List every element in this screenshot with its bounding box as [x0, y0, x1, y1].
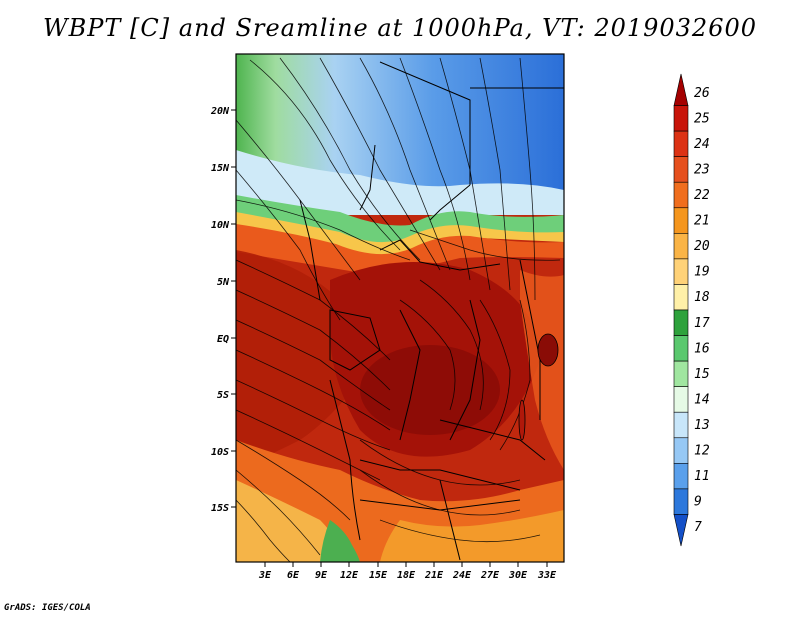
colorbar-label: 26 — [694, 86, 710, 101]
colorbar-swatch — [673, 284, 689, 311]
map-frame — [235, 53, 565, 563]
lon-label: 21E — [424, 570, 444, 581]
colorbar-swatch — [673, 335, 689, 362]
colorbar-label: 25 — [694, 111, 710, 126]
dark-core-center — [360, 345, 500, 435]
colorbar-swatch — [673, 105, 689, 132]
cool-field-light — [236, 150, 564, 215]
lake — [537, 333, 559, 367]
colorbar-label: 13 — [694, 418, 710, 433]
map-panel — [236, 54, 564, 562]
colorbar-label: 21 — [694, 214, 710, 229]
colorbar-label: 22 — [694, 188, 710, 203]
colorbar-swatch — [673, 73, 689, 106]
longitude-axis: 3E 6E 9E 12E 15E 18E 21E 24E 27E 30E 33E — [258, 562, 557, 581]
lake — [518, 399, 526, 441]
colorbar-label: 15 — [694, 367, 710, 382]
colorbar-swatch — [673, 207, 689, 234]
colorbar-label: 12 — [694, 444, 710, 459]
colorbar-swatch — [673, 360, 689, 387]
lon-label: 15E — [369, 570, 388, 581]
colorbar-swatch — [673, 437, 689, 464]
colorbar-label: 17 — [694, 316, 710, 331]
lon-label: 3E — [258, 570, 272, 581]
colorbar-label: 18 — [694, 290, 710, 305]
lat-label: 15S — [211, 503, 229, 514]
colorbar-swatch — [673, 156, 689, 183]
lat-label: 10S — [211, 447, 229, 458]
lon-label: 33E — [537, 570, 557, 581]
lon-label: 6E — [287, 570, 300, 581]
country-borders — [299, 61, 564, 561]
credit-label: GrADS: IGES/COLA — [4, 603, 91, 613]
colorbar-swatch — [673, 233, 689, 260]
colorbar-swatch — [673, 488, 689, 515]
lat-label: 5N — [217, 277, 230, 288]
colorbar-swatch — [673, 386, 689, 413]
east-orange-highlands — [520, 270, 564, 470]
colorbar-label: 7 — [694, 520, 702, 535]
colorbar-label: 9 — [694, 495, 702, 510]
lon-label: 9E — [315, 570, 328, 581]
lat-label: 10N — [211, 220, 230, 231]
lat-label: 15N — [211, 163, 230, 174]
colorbar-label: 23 — [694, 162, 710, 177]
lat-label: 5S — [217, 390, 229, 401]
lon-label: 18E — [397, 570, 416, 581]
colorbar-swatch — [673, 309, 689, 336]
colorbar-label: 24 — [694, 137, 710, 152]
colorbar-swatch — [673, 181, 689, 209]
south-green — [320, 520, 360, 562]
colorbar-label: 20 — [694, 239, 710, 254]
lon-label: 24E — [452, 570, 472, 581]
green-transition-band — [236, 195, 564, 257]
colorbar: 26 25 24 23 22 21 20 19 18 17 16 15 14 13 12 11 9 7 — [673, 73, 710, 547]
colorbar-swatch — [673, 463, 689, 490]
colorbar-swatch — [673, 130, 689, 157]
orange-transition-band — [236, 224, 564, 276]
chart-title: WBPT [C] and Sreamline at 1000hPa, VT: 2… — [42, 14, 758, 42]
latitude-axis: 20N 15N 10N 5N EQ 5S 10S 15S — [210, 106, 236, 514]
colorbar-swatch — [673, 411, 689, 439]
colorbar-label: 14 — [694, 392, 710, 407]
lon-label: 27E — [480, 570, 500, 581]
colorbar-label: 19 — [694, 265, 710, 280]
lat-label: EQ — [217, 334, 229, 345]
colorbar-swatch — [673, 514, 689, 547]
colorbar-label: 11 — [694, 469, 710, 484]
lon-label: 30E — [508, 570, 528, 581]
south-yellow-east — [380, 510, 564, 562]
colorbar-swatch — [673, 258, 689, 285]
lat-label: 20N — [210, 106, 230, 117]
lon-label: 12E — [340, 570, 359, 581]
colorbar-label: 16 — [694, 341, 710, 356]
